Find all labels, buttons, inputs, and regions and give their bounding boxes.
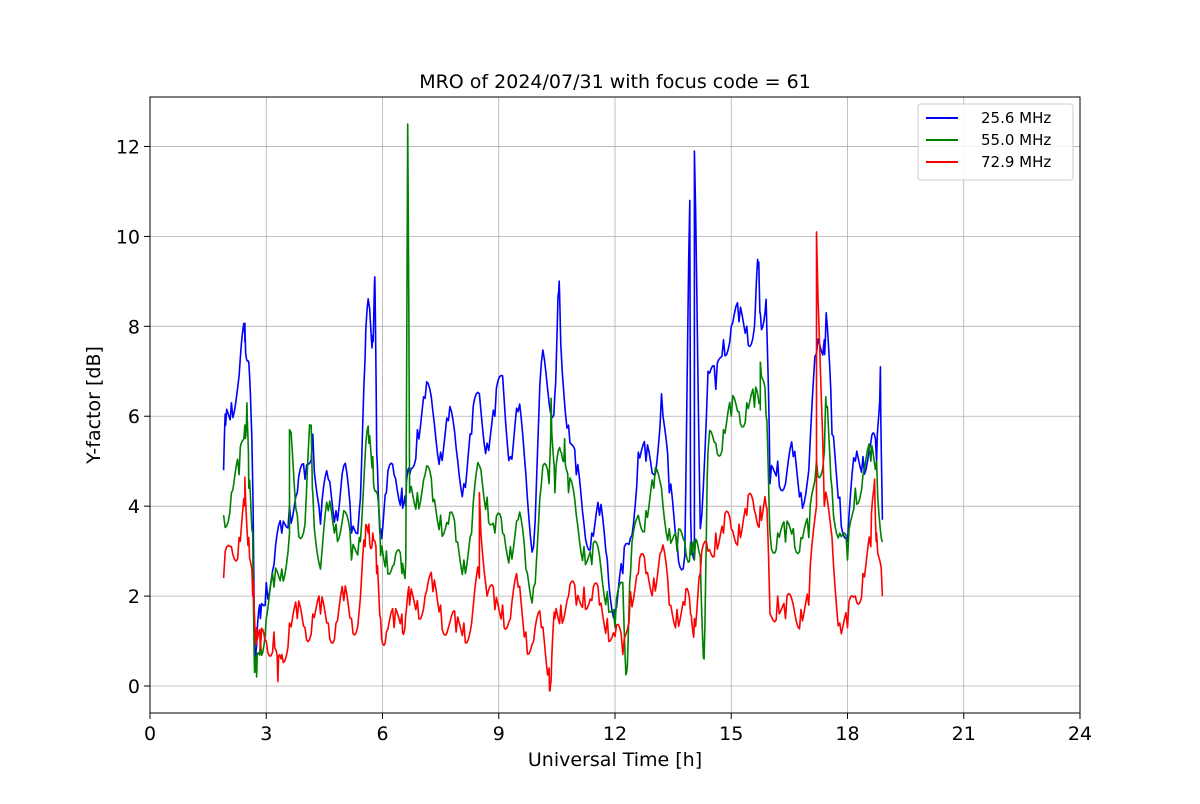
x-tick-label-4: 12: [603, 723, 627, 745]
y-tick-label-3: 6: [128, 406, 140, 428]
legend-label-1: 55.0 MHz: [981, 131, 1051, 149]
series-lines: [222, 123, 884, 692]
chart-title: MRO of 2024/07/31 with focus code = 61: [419, 71, 811, 93]
series-line-0: [222, 150, 884, 663]
legend-label-2: 72.9 MHz: [981, 153, 1051, 171]
y-tick-label-2: 4: [128, 496, 140, 518]
x-tick-label-8: 24: [1068, 723, 1092, 745]
x-tick-label-2: 6: [376, 723, 388, 745]
legend-label-0: 25.6 MHz: [981, 109, 1051, 127]
x-tick-label-3: 9: [493, 723, 505, 745]
x-axis-label: Universal Time [h]: [528, 749, 702, 771]
y-tick-label-1: 2: [128, 586, 140, 608]
x-tick-label-6: 18: [835, 723, 859, 745]
y-tick-label-4: 8: [128, 316, 140, 338]
y-tick-label-5: 10: [116, 226, 140, 248]
x-tick-label-1: 3: [260, 723, 272, 745]
y-axis-label: Y-factor [dB]: [83, 346, 105, 465]
x-tick-label-5: 15: [719, 723, 743, 745]
x-tick-label-0: 0: [144, 723, 156, 745]
y-tick-label-0: 0: [128, 676, 140, 698]
series-line-2: [222, 231, 884, 692]
x-tick-label-7: 21: [952, 723, 976, 745]
legend: 25.6 MHz 55.0 MHz 72.9 MHz: [917, 103, 1074, 181]
y-tick-label-6: 12: [116, 136, 140, 158]
series-line-1: [222, 123, 884, 678]
